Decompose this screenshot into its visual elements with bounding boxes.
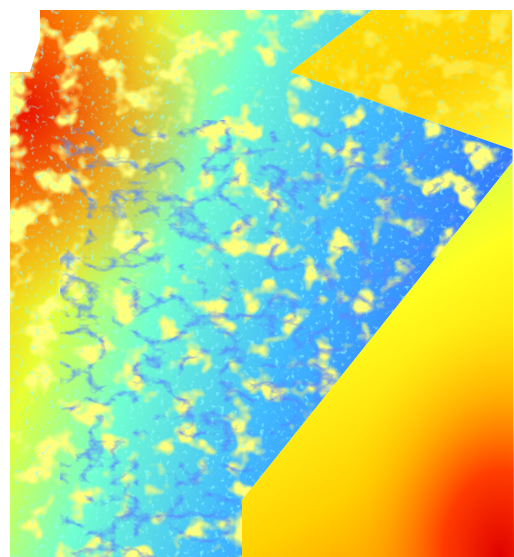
raster-image (0, 0, 514, 557)
raster (0, 0, 514, 557)
page (0, 0, 514, 557)
